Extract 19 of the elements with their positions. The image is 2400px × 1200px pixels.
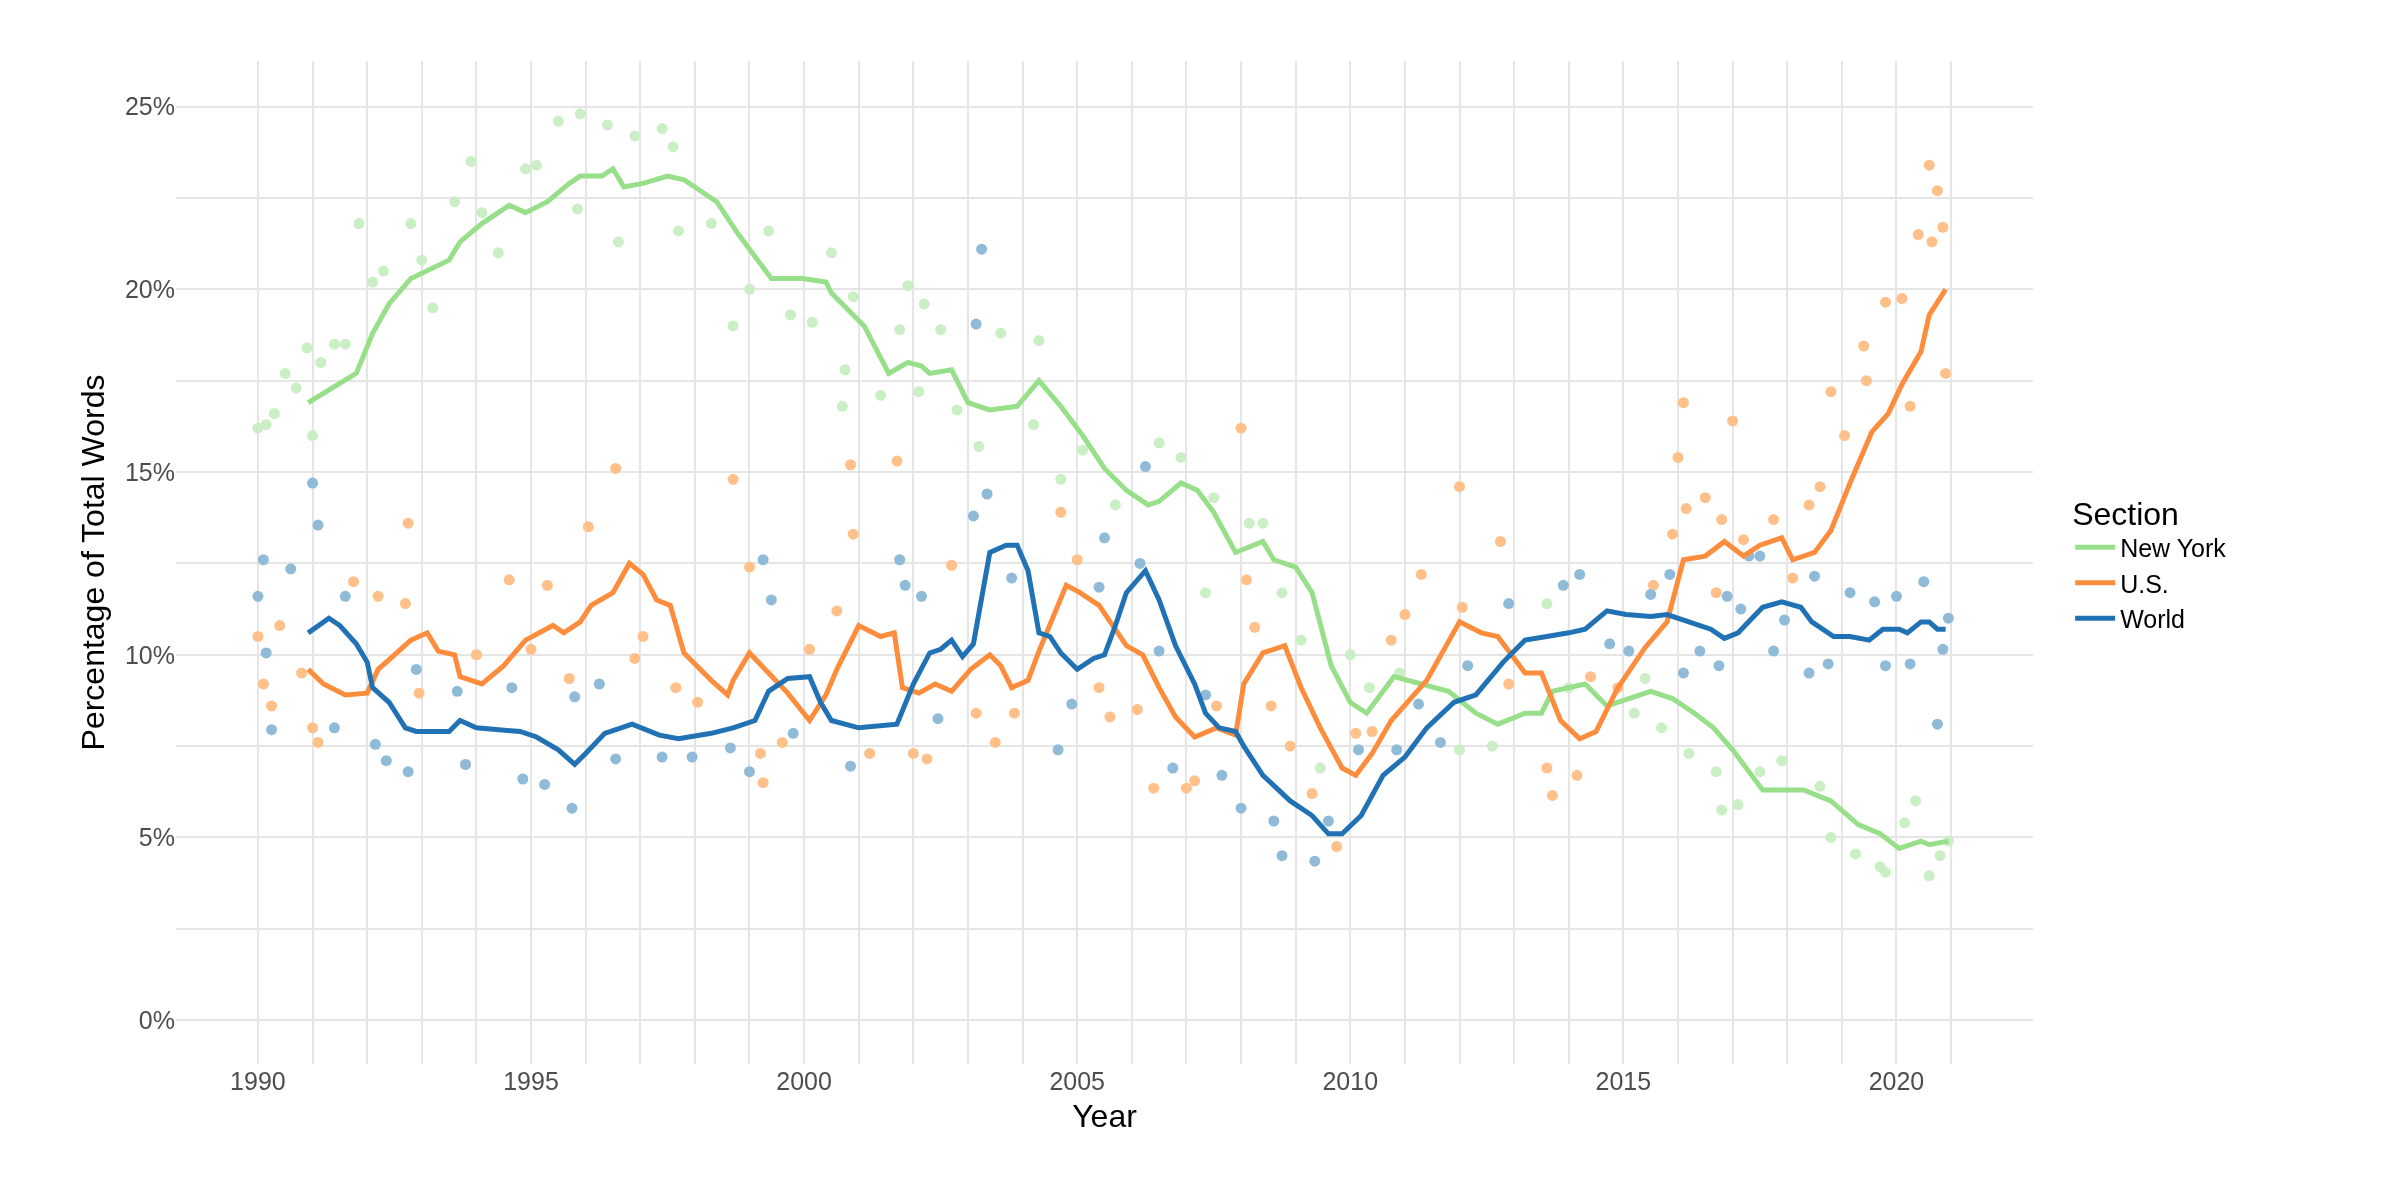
y-tick-label: 20% (124, 275, 175, 304)
y-axis-title: Percentage of Total Words (75, 374, 112, 751)
x-tick-label: 2005 (1049, 1067, 1105, 1095)
x-axis-title: Year (1072, 1097, 1138, 1134)
legend-label: U.S. (2120, 569, 2169, 598)
legend-label: New York (2120, 534, 2227, 563)
x-tick-label: 2015 (1595, 1067, 1652, 1095)
x-tick-label: 2020 (1868, 1067, 1925, 1095)
x-tick-label: 2000 (776, 1067, 832, 1095)
y-tick-label: 25% (124, 92, 175, 121)
y-tick-label: 5% (138, 823, 175, 852)
legend-title: Section (2072, 495, 2179, 532)
legend-label: World (2120, 605, 2185, 634)
y-tick-label: 15% (124, 457, 175, 486)
y-tick-label: 10% (124, 640, 175, 669)
x-tick-label: 2010 (1322, 1067, 1379, 1095)
x-tick-label: 1990 (230, 1067, 286, 1095)
y-tick-label: 0% (138, 1005, 175, 1034)
x-tick-label: 1995 (503, 1067, 559, 1095)
